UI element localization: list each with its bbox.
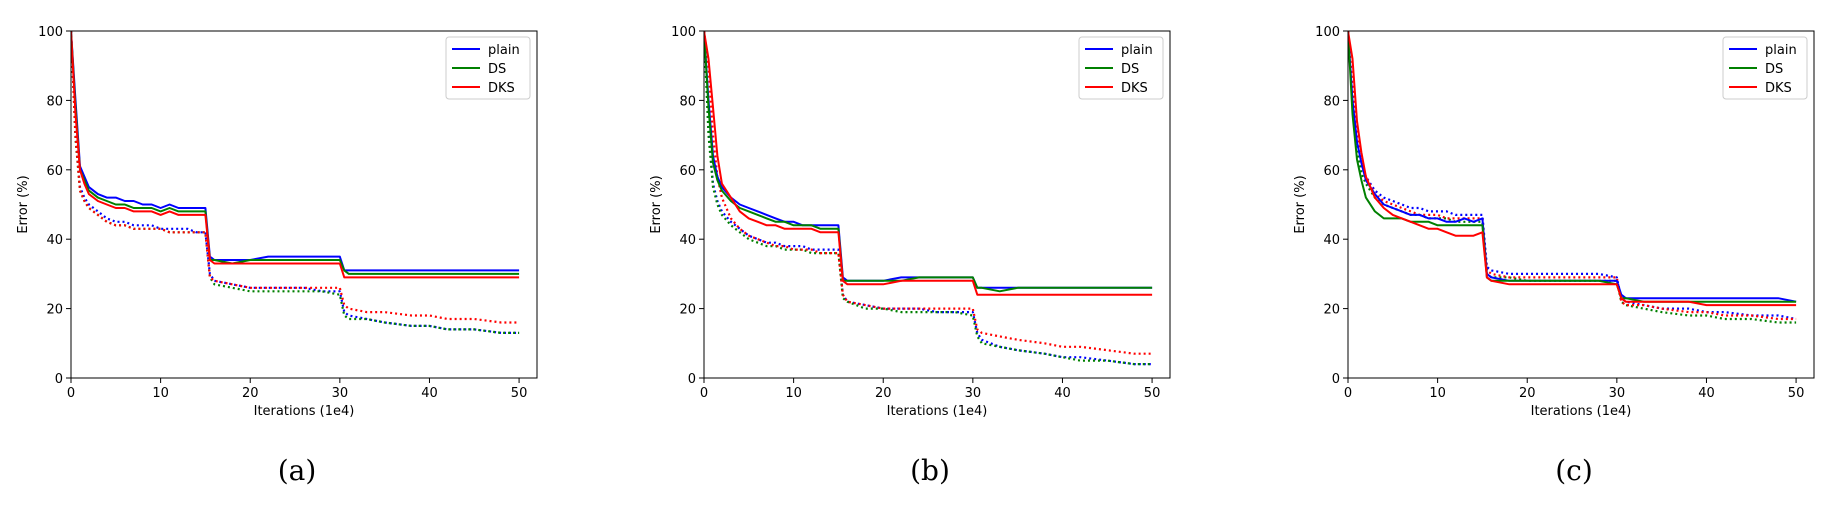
x-axis-label: Iterations (1e4) — [1531, 404, 1632, 419]
axes-frame — [703, 30, 1171, 379]
x-axis-label: Iterations (1e4) — [887, 404, 988, 419]
legend-label-plain: plain — [1121, 43, 1153, 58]
y-tick-label: 60 — [46, 164, 63, 179]
x-tick-label: 0 — [700, 386, 708, 401]
x-tick-label: 20 — [1519, 386, 1536, 401]
legend-box — [1722, 36, 1808, 100]
x-tick-label: 50 — [1144, 386, 1161, 401]
series-line-dks-solid — [704, 31, 1153, 296]
y-axis-label: Error (%) — [16, 175, 31, 233]
y-axis-label: Error (%) — [1293, 175, 1308, 233]
y-tick-label: 20 — [679, 303, 696, 318]
x-tick-label: 50 — [511, 386, 528, 401]
legend: plain DS DKS — [1078, 36, 1164, 100]
legend-label-dks: DKS — [488, 81, 515, 96]
y-axis-label: Error (%) — [649, 175, 664, 233]
legend-label-dks: DKS — [1765, 81, 1792, 96]
x-tick-label: 20 — [242, 386, 259, 401]
plot-area — [1348, 31, 1797, 324]
y-tick-label: 40 — [46, 233, 63, 248]
y-tick-label: 0 — [688, 372, 696, 387]
x-tick-label: 50 — [1788, 386, 1805, 401]
panel-caption: (b) — [910, 454, 950, 487]
x-tick-label: 30 — [965, 386, 982, 401]
legend-box — [1078, 36, 1164, 100]
legend-label-ds: DS — [1121, 62, 1139, 77]
x-tick-label: 40 — [1698, 386, 1715, 401]
plot-area — [704, 31, 1153, 366]
series-line-dks-dotted — [1348, 31, 1797, 321]
y-tick-label: 80 — [46, 94, 63, 109]
x-axis-label: Iterations (1e4) — [254, 404, 355, 419]
x-tick-label: 0 — [67, 386, 75, 401]
y-tick-label: 100 — [1315, 25, 1340, 40]
y-tick-label: 80 — [1323, 94, 1340, 109]
legend-label-plain: plain — [1765, 43, 1797, 58]
legend: plain DS DKS — [445, 36, 531, 100]
y-tick-label: 40 — [679, 233, 696, 248]
series-line-dks-solid — [1348, 31, 1797, 307]
chart-panel-2: 0 10 20 30 40 50 0 20 40 60 80 100 Iterations (1e4) E… — [1293, 25, 1815, 487]
axes-frame — [70, 30, 538, 379]
series-line-plain-dotted — [71, 31, 520, 334]
legend-label-ds: DS — [488, 62, 506, 77]
y-tick-label: 100 — [38, 25, 63, 40]
x-tick-label: 40 — [421, 386, 438, 401]
y-tick-label: 100 — [671, 25, 696, 40]
x-tick-label: 20 — [875, 386, 892, 401]
x-tick-label: 10 — [152, 386, 169, 401]
x-tick-label: 30 — [332, 386, 349, 401]
legend: plain DS DKS — [1722, 36, 1808, 100]
x-tick-label: 0 — [1344, 386, 1352, 401]
x-tick-label: 10 — [1429, 386, 1446, 401]
legend-label-plain: plain — [488, 43, 520, 58]
y-tick-label: 60 — [679, 164, 696, 179]
series-line-plain-dotted — [1348, 31, 1797, 321]
legend-label-dks: DKS — [1121, 81, 1148, 96]
y-tick-label: 40 — [1323, 233, 1340, 248]
y-tick-label: 20 — [46, 303, 63, 318]
panel-caption: (a) — [278, 454, 317, 487]
y-tick-label: 20 — [1323, 303, 1340, 318]
series-line-ds-dotted — [704, 31, 1153, 366]
plot-area — [71, 31, 520, 334]
legend-label-ds: DS — [1765, 62, 1783, 77]
x-tick-label: 10 — [785, 386, 802, 401]
series-line-dks-dotted — [704, 31, 1153, 355]
x-tick-label: 30 — [1609, 386, 1626, 401]
chart-panel-0: 0 10 20 30 40 50 0 20 40 60 80 100 Iterations (1e4) E… — [16, 25, 538, 487]
y-tick-label: 60 — [1323, 164, 1340, 179]
y-tick-label: 0 — [55, 372, 63, 387]
series-line-dks-solid — [71, 31, 520, 279]
axes-frame — [1347, 30, 1815, 379]
panel-caption: (c) — [1555, 454, 1593, 487]
x-tick-label: 40 — [1054, 386, 1071, 401]
y-tick-label: 80 — [679, 94, 696, 109]
series-line-ds-dotted — [71, 31, 520, 334]
y-tick-label: 0 — [1332, 372, 1340, 387]
legend-box — [445, 36, 531, 100]
chart-panel-1: 0 10 20 30 40 50 0 20 40 60 80 100 Iterations (1e4) E… — [649, 25, 1171, 487]
